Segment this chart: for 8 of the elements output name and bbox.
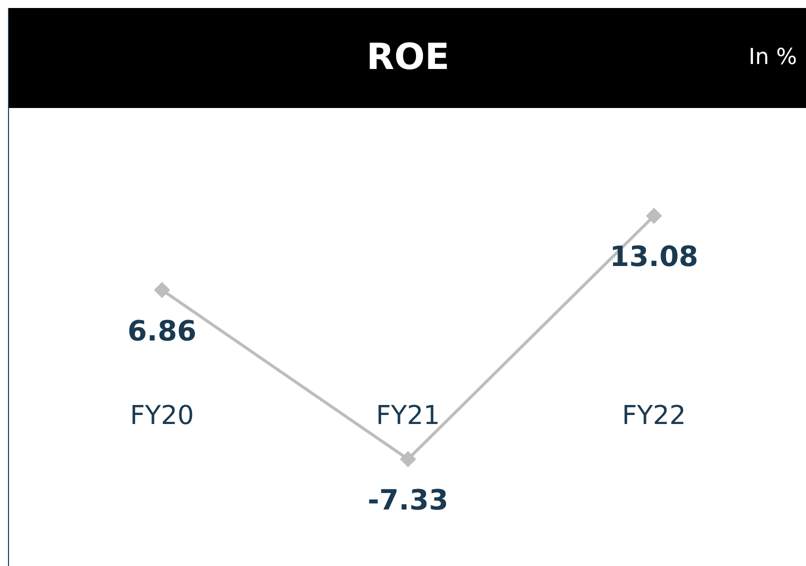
chart-title: ROE [366, 37, 450, 78]
chart-subtitle: In % [748, 44, 797, 72]
x-tick-label: FY21 [376, 401, 440, 432]
data-label: -7.33 [368, 483, 448, 516]
data-label: 6.86 [127, 314, 197, 348]
x-tick-label: FY22 [622, 401, 686, 432]
data-label: 13.08 [610, 240, 698, 274]
x-tick-label: FY20 [130, 401, 194, 432]
